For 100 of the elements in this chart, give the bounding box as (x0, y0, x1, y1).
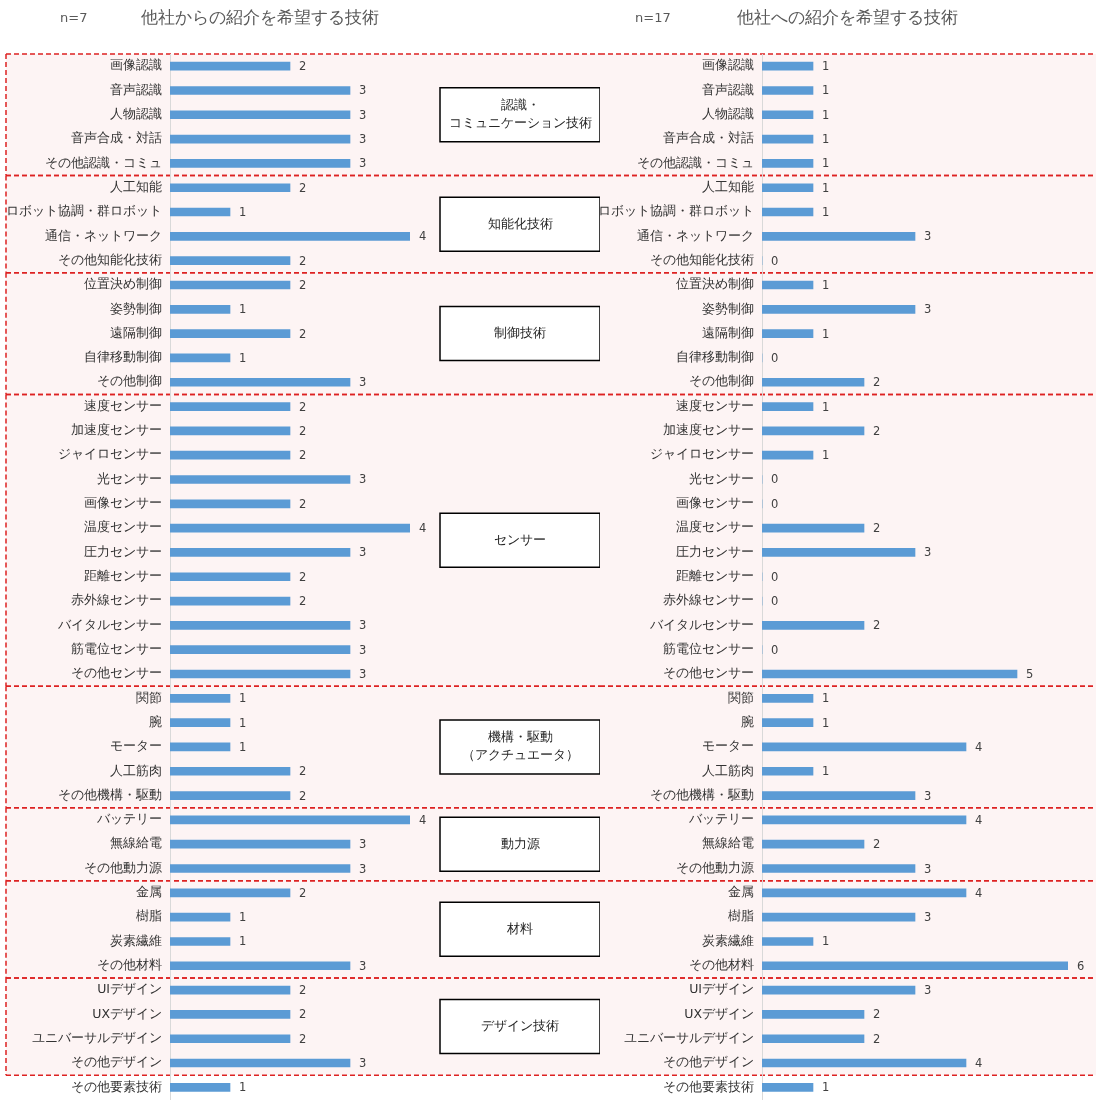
y-tick-label: 樹脂 (136, 908, 162, 924)
data-label: 1 (822, 448, 830, 463)
bar (762, 426, 865, 436)
bar (170, 232, 410, 241)
bar (762, 766, 814, 776)
data-label: 3 (359, 132, 367, 147)
y-tick-label: ジャイロセンサー (650, 446, 754, 462)
data-label: 1 (822, 59, 830, 74)
data-label: 2 (299, 1007, 307, 1022)
y-tick-label: 加速度センサー (71, 422, 162, 438)
bar (170, 304, 231, 314)
y-tick-label: 圧力センサー (84, 543, 162, 559)
y-tick-label: 遠隔制御 (110, 324, 162, 340)
data-label: 1 (822, 399, 830, 414)
y-tick-label: UXデザイン (684, 1005, 754, 1021)
band-label: 機構・駆動（アクチュエータ） (461, 729, 579, 763)
data-label: 3 (359, 666, 367, 681)
data-label: 2 (299, 277, 307, 292)
bar (762, 985, 916, 995)
y-tick-label: UXデザイン (92, 1005, 162, 1021)
bar (170, 499, 291, 509)
data-label: 3 (359, 83, 367, 98)
data-label: 3 (359, 156, 367, 171)
chart-title: 他社への紹介を希望する技術 (737, 6, 958, 28)
bar (170, 207, 231, 217)
y-tick-label: UIデザイン (689, 981, 754, 997)
data-label: 0 (771, 642, 779, 657)
bar (762, 134, 814, 144)
data-label: 2 (299, 885, 307, 900)
bar (170, 645, 351, 655)
text: n=17 (635, 9, 671, 27)
bar (170, 815, 410, 825)
bar (170, 791, 291, 800)
y-tick-label: その他材料 (97, 957, 162, 973)
bar (762, 621, 865, 630)
y-tick-label: その他認識・コミュ (45, 154, 162, 170)
data-label: 2 (299, 1031, 307, 1046)
bar (762, 86, 814, 95)
bar (170, 718, 231, 727)
data-label: 2 (873, 618, 881, 633)
bar (762, 1010, 865, 1019)
bar (762, 377, 865, 387)
data-label: 2 (299, 253, 307, 268)
data-label: 1 (239, 1080, 247, 1095)
y-tick-label: 距離センサー (676, 568, 754, 583)
bar (170, 475, 351, 484)
data-label: 1 (239, 691, 247, 706)
bar (170, 426, 291, 436)
data-label: 4 (419, 812, 427, 827)
band-label: 材料 (506, 920, 533, 936)
bar (762, 183, 814, 193)
data-label: 0 (771, 350, 779, 365)
data-label: 3 (924, 545, 932, 560)
data-label: 4 (975, 885, 983, 900)
data-label: 3 (924, 788, 932, 803)
data-label: 2 (299, 399, 307, 414)
data-label: 1 (239, 350, 247, 365)
y-tick-label: その他知能化技術 (650, 251, 754, 267)
data-label: 0 (771, 594, 779, 609)
bar (762, 402, 814, 411)
y-tick-label: その他センサー (663, 665, 754, 681)
data-label: 1 (822, 1080, 830, 1095)
data-label: 1 (239, 205, 247, 220)
data-label: 1 (239, 910, 247, 925)
y-tick-label: 通信・ネットワーク (45, 227, 162, 243)
y-tick-label: モーター (110, 738, 162, 754)
y-tick-label: 自律移動制御 (676, 349, 754, 365)
data-label: 3 (359, 1056, 367, 1071)
y-tick-label: 画像認識 (110, 57, 162, 73)
y-tick-label: 音声合成・対話 (663, 130, 754, 146)
data-label: 2 (299, 423, 307, 438)
data-label: 1 (822, 180, 830, 195)
data-label: 4 (419, 521, 427, 536)
y-tick-label: 音声認識 (110, 81, 162, 97)
bar (762, 159, 814, 168)
y-tick-label: その他制御 (689, 373, 754, 389)
bar (170, 669, 351, 679)
y-tick-label: ロボット協調・群ロボット (598, 203, 754, 219)
bar (170, 134, 351, 144)
y-tick-label: 炭素繊維 (110, 932, 162, 948)
data-label: 3 (359, 837, 367, 852)
band-label: 制御技術 (494, 324, 546, 340)
data-label: 2 (299, 983, 307, 998)
data-label: 0 (771, 253, 779, 268)
y-tick-label: 自律移動制御 (84, 349, 162, 365)
y-tick-label: 画像認識 (702, 57, 754, 73)
data-label: 3 (359, 107, 367, 122)
y-tick-label: 赤外線センサー (663, 592, 754, 608)
bar (762, 742, 967, 752)
bar (170, 1010, 291, 1019)
y-tick-label: 位置決め制御 (84, 276, 162, 292)
y-tick-label: その他デザイン (663, 1054, 754, 1070)
bar (762, 888, 967, 898)
bar (170, 256, 291, 265)
y-tick-label: 速度センサー (84, 397, 162, 413)
y-tick-label: バッテリー (96, 811, 162, 827)
data-label: 1 (822, 326, 830, 341)
y-tick-label: 姿勢制御 (702, 300, 754, 316)
bar (170, 183, 291, 193)
data-label: 1 (822, 156, 830, 171)
